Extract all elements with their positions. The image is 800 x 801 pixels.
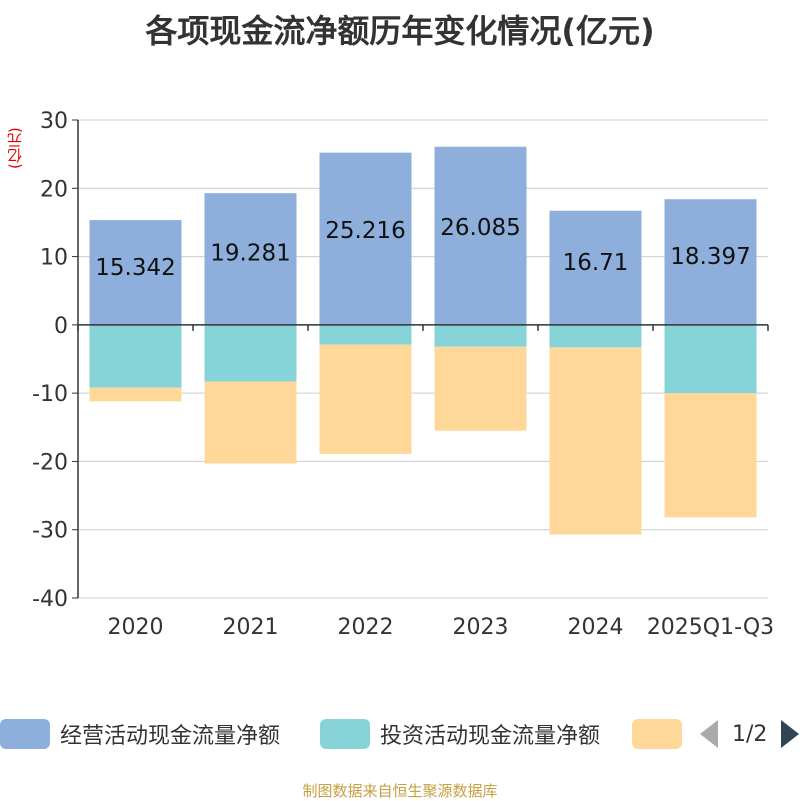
legend-label-investing: 投资活动现金流量净额 bbox=[380, 724, 601, 749]
axes: 30 20 10 0 -10 -20 -30 -40 2020 2021 2022 2023 2024 2… bbox=[32, 109, 774, 640]
legend-pager: 1/2 bbox=[700, 716, 800, 752]
data-label-2025Q1-Q3: 18.397 bbox=[670, 244, 750, 270]
bar-0-2022[interactable] bbox=[319, 152, 412, 325]
legend-next-page-icon[interactable] bbox=[781, 720, 800, 748]
y-tick-label: -40 bbox=[32, 587, 68, 612]
x-tick-label-2025Q1-Q3: 2025Q1-Q3 bbox=[647, 615, 774, 640]
legend-swatch-investing bbox=[320, 719, 370, 749]
bar-1-2021[interactable] bbox=[204, 324, 297, 382]
y-tick-label: -10 bbox=[32, 382, 68, 407]
bar-0-2020[interactable] bbox=[89, 220, 182, 325]
legend-prev-page-icon[interactable] bbox=[700, 720, 718, 748]
x-tick-label-2024: 2024 bbox=[568, 615, 624, 640]
bar-0-2024[interactable] bbox=[549, 210, 642, 325]
bar-0-2021[interactable] bbox=[204, 193, 297, 325]
bar-0-2023[interactable] bbox=[434, 146, 527, 325]
bar-chart: 30 20 10 0 -10 -20 -30 -40 2020 2021 2022 2023 2024 2… bbox=[32, 109, 774, 640]
bar-2-2024[interactable] bbox=[549, 347, 642, 535]
x-tick-label-2021: 2021 bbox=[223, 615, 279, 640]
x-tick-label-2020: 2020 bbox=[108, 615, 164, 640]
y-tick-label: 30 bbox=[40, 109, 68, 134]
bar-1-2025Q1-Q3[interactable] bbox=[664, 324, 757, 394]
y-tick-label: 0 bbox=[54, 314, 68, 339]
chart-title: 各项现金流净额历年变化情况(亿元) bbox=[145, 12, 655, 50]
y-tick-label: 10 bbox=[40, 246, 68, 271]
bar-1-2024[interactable] bbox=[549, 324, 642, 348]
bar-2-2021[interactable] bbox=[204, 381, 297, 464]
bar-2-2022[interactable] bbox=[319, 344, 412, 454]
legend: 经营活动现金流量净额 投资活动现金流量净额 bbox=[0, 716, 800, 756]
grid-lines bbox=[78, 119, 768, 599]
legend-item-financing[interactable] bbox=[632, 716, 692, 752]
bar-1-2022[interactable] bbox=[319, 324, 412, 345]
x-tick-label-2022: 2022 bbox=[338, 615, 394, 640]
legend-swatch-financing bbox=[632, 719, 682, 749]
legend-page-indicator: 1/2 bbox=[732, 721, 768, 747]
bar-0-2025Q1-Q3[interactable] bbox=[664, 199, 757, 325]
legend-swatch-operating bbox=[0, 719, 50, 749]
bar-2-2023[interactable] bbox=[434, 346, 527, 431]
y-tick-label: -20 bbox=[32, 450, 68, 475]
bar-series bbox=[89, 146, 757, 535]
data-labels: 15.342 19.281 25.216 26.085 16.71 18.397 bbox=[95, 215, 750, 281]
bar-1-2023[interactable] bbox=[434, 324, 527, 347]
data-label-2022: 25.216 bbox=[325, 218, 405, 244]
data-label-2023: 26.085 bbox=[440, 215, 520, 241]
bar-2-2025Q1-Q3[interactable] bbox=[664, 393, 757, 518]
bar-1-2020[interactable] bbox=[89, 324, 182, 388]
legend-item-investing[interactable]: 投资活动现金流量净额 bbox=[320, 716, 600, 752]
bar-2-2020[interactable] bbox=[89, 387, 182, 402]
data-source-note: 制图数据来自恒生聚源数据库 bbox=[302, 782, 498, 800]
data-label-2024: 16.71 bbox=[563, 250, 629, 276]
legend-label-operating: 经营活动现金流量净额 bbox=[60, 724, 281, 749]
y-tick-label: -30 bbox=[32, 519, 68, 544]
data-label-2021: 19.281 bbox=[210, 240, 290, 266]
y-tick-label: 20 bbox=[40, 177, 68, 202]
data-label-2020: 15.342 bbox=[95, 255, 175, 281]
x-tick-label-2023: 2023 bbox=[453, 615, 509, 640]
legend-item-operating[interactable]: 经营活动现金流量净额 bbox=[0, 716, 280, 752]
